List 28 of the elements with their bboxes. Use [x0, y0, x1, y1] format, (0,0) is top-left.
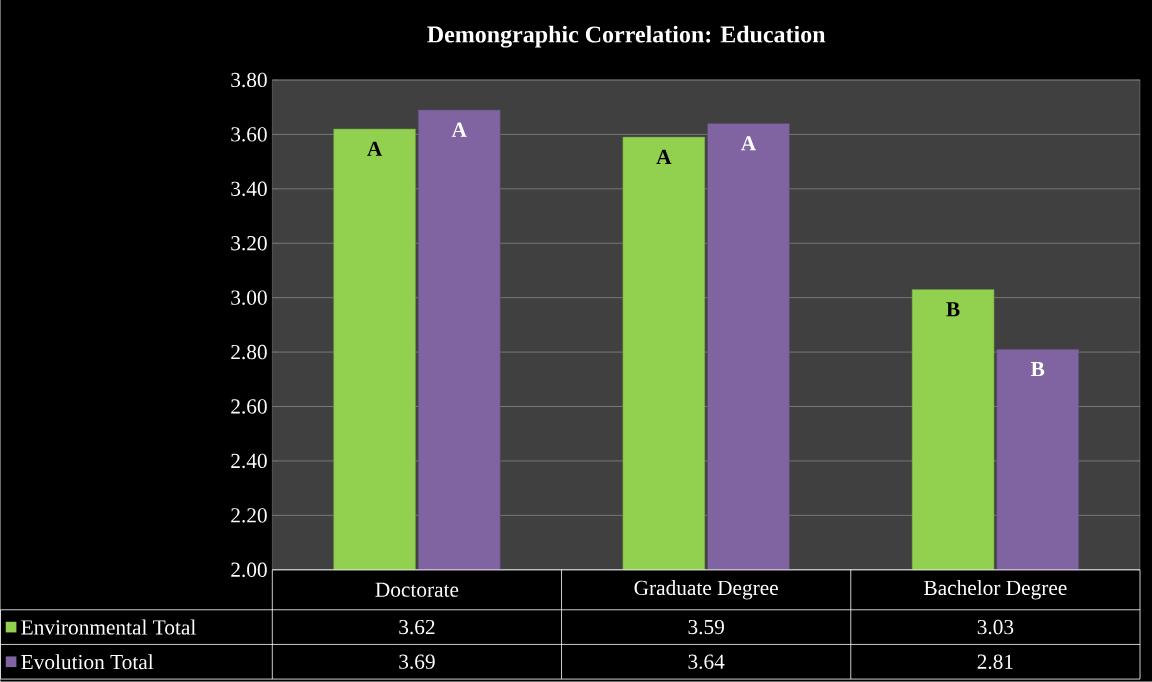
- y-tick-label: 2.20: [231, 508, 267, 523]
- x-tick-label: Doctorate: [375, 582, 459, 597]
- annotation: B: [1030, 362, 1045, 377]
- y-tick-label: 2.40: [231, 453, 267, 469]
- legend-label: Evolution Total: [21, 654, 154, 670]
- data-label: 3.64: [688, 654, 725, 670]
- x-tick-label: Graduate Degree: [634, 580, 778, 600]
- data-label: 3.03: [977, 619, 1014, 635]
- y-tick-label: 2.00: [231, 562, 267, 578]
- y-tick-label: 3.40: [231, 181, 267, 197]
- data-label: 3.62: [399, 620, 435, 635]
- data-label: 3.59: [688, 620, 724, 635]
- data-label: 2.81: [977, 654, 1013, 670]
- y-tick-label: 3.60: [231, 127, 267, 142]
- y-tick-label: 2.80: [231, 344, 267, 360]
- x-tick-label: Bachelor Degree: [924, 580, 1067, 600]
- annotation: A: [656, 149, 672, 165]
- legend-label: Environmental Total: [21, 619, 196, 635]
- y-tick-label: 3.20: [231, 236, 267, 251]
- annotation: B: [946, 302, 960, 317]
- y-tick-label: 3.00: [231, 290, 267, 306]
- y-tick-label: 2.60: [231, 399, 267, 414]
- chart-title: Demongraphic Correlation: Education: [427, 25, 826, 48]
- annotation: A: [740, 136, 757, 151]
- data-label: 3.69: [399, 654, 435, 670]
- annotation: A: [367, 141, 383, 156]
- annotation: A: [451, 122, 467, 137]
- y-tick-label: 3.80: [231, 72, 267, 88]
